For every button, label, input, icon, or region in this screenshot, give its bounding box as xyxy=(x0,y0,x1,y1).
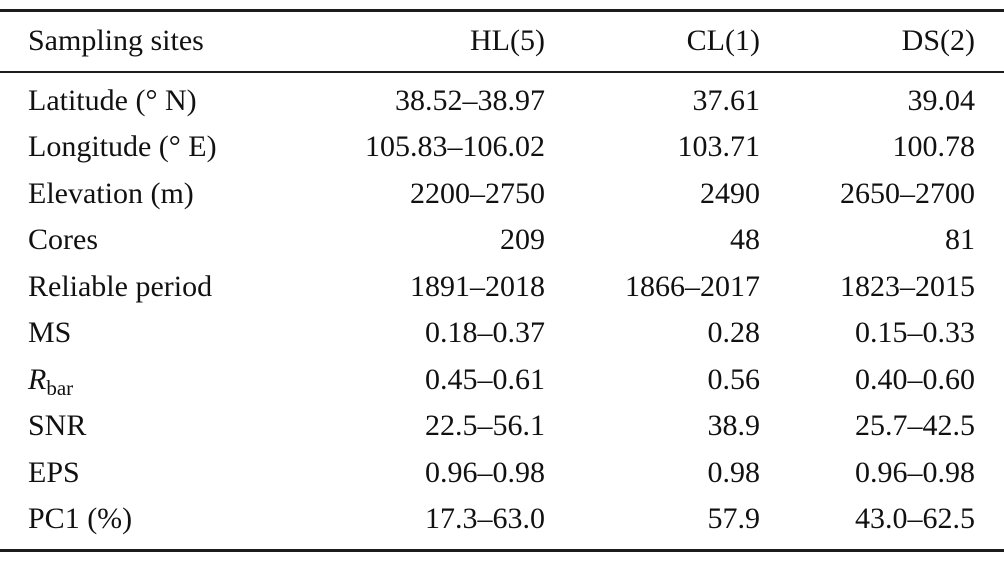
table-cell: 2200–2750 xyxy=(410,176,545,210)
table-cell: 38.9 xyxy=(707,409,761,442)
sampling-sites-table: Sampling sites HL(5) CL(1) DS(2) Latitud… xyxy=(0,9,1004,552)
table-cell: 2490 xyxy=(700,176,760,210)
table-cell: 1891–2018 xyxy=(410,269,545,303)
table-cell: 0.15–0.33 xyxy=(855,316,975,349)
table-cell: 57.9 xyxy=(707,502,761,535)
column-header-sampling-sites: Sampling sites xyxy=(0,10,330,73)
table-cell: 1866–2017 xyxy=(625,269,760,303)
table-cell: 17.3–63.0 xyxy=(425,502,545,535)
table-cell: 38.52–38.97 xyxy=(395,83,545,117)
column-header-ds: DS(2) xyxy=(760,10,1004,73)
table-row-rbar: Rbar 0.45–0.61 0.56 0.40–0.60 xyxy=(0,357,1004,404)
table-cell: 22.5–56.1 xyxy=(425,409,545,442)
rbar-subscript: bar xyxy=(46,375,74,400)
table-row-ms: MS 0.18–0.37 0.28 0.15–0.33 xyxy=(0,310,1004,357)
table-cell: 0.18–0.37 xyxy=(425,316,545,349)
table-body: Latitude (° N) 38.52–38.97 37.61 39.04 L… xyxy=(0,72,1004,551)
table-row-longitude: Longitude (° E) 105.83–106.02 103.71 100… xyxy=(0,124,1004,171)
table-cell: 43.0–62.5 xyxy=(855,502,975,535)
table-cell: 0.96–0.98 xyxy=(855,455,975,489)
table-row-pc1: PC1 (%) 17.3–63.0 57.9 43.0–62.5 xyxy=(0,496,1004,550)
column-header-hl: HL(5) xyxy=(330,10,545,73)
table-cell: 0.40–0.60 xyxy=(855,362,975,396)
table-row-elevation: Elevation (m) 2200–2750 2490 2650–2700 xyxy=(0,171,1004,218)
row-label: Longitude (° E) xyxy=(28,130,217,163)
table-cell: 209 xyxy=(500,223,545,256)
table-cell: 1823–2015 xyxy=(840,269,975,303)
table-row-eps: EPS 0.96–0.98 0.98 0.96–0.98 xyxy=(0,450,1004,497)
rbar-symbol: R xyxy=(28,362,47,396)
table-row-latitude: Latitude (° N) 38.52–38.97 37.61 39.04 xyxy=(0,72,1004,125)
column-header-cl: CL(1) xyxy=(545,10,760,73)
row-label: Rbar xyxy=(0,357,330,404)
table-cell: 25.7–42.5 xyxy=(855,409,975,442)
row-label: MS xyxy=(28,316,72,349)
row-label: Reliable period xyxy=(28,269,213,303)
table-cell: 0.96–0.98 xyxy=(425,455,545,489)
row-label: Cores xyxy=(28,223,98,256)
table-header: Sampling sites HL(5) CL(1) DS(2) xyxy=(0,10,1004,73)
table-cell: 2650–2700 xyxy=(840,176,975,210)
table-cell: 81 xyxy=(945,223,975,256)
table-cell: 0.28 xyxy=(707,316,761,349)
row-label: EPS xyxy=(28,455,80,489)
table-cell: 103.71 xyxy=(677,130,761,163)
header-row: Sampling sites HL(5) CL(1) DS(2) xyxy=(0,10,1004,73)
row-label: Elevation (m) xyxy=(28,176,194,210)
row-label: PC1 (%) xyxy=(28,502,133,535)
table-row-cores: Cores 209 48 81 xyxy=(0,217,1004,264)
table-cell: 0.56 xyxy=(707,362,761,396)
table-cell: 37.61 xyxy=(692,83,761,117)
table-cell: 39.04 xyxy=(907,83,976,117)
table-row-snr: SNR 22.5–56.1 38.9 25.7–42.5 xyxy=(0,403,1004,450)
table-cell: 105.83–106.02 xyxy=(365,130,545,163)
table-cell: 0.98 xyxy=(707,455,761,489)
row-label: Latitude (° N) xyxy=(28,83,197,117)
table-row-reliable-period: Reliable period 1891–2018 1866–2017 1823… xyxy=(0,264,1004,311)
table-cell: 0.45–0.61 xyxy=(425,362,545,396)
table-cell: 48 xyxy=(730,223,760,256)
row-label: SNR xyxy=(28,409,87,442)
table-cell: 100.78 xyxy=(892,130,976,163)
